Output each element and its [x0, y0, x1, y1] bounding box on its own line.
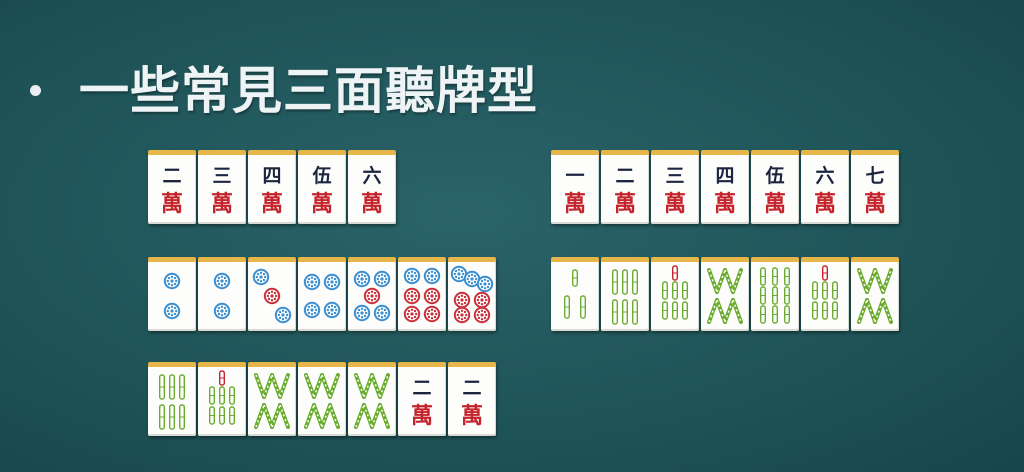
hand-row: 二萬二萬 — [148, 362, 496, 436]
svg-text:伍: 伍 — [311, 164, 331, 187]
tile-sou — [148, 362, 196, 436]
hand-row: 一萬二萬三萬四萬伍萬六萬七萬 — [551, 150, 899, 224]
svg-text:萬: 萬 — [311, 192, 333, 217]
hand-row — [148, 257, 496, 331]
tile-wan: 伍萬 — [751, 150, 799, 224]
svg-text:二: 二 — [615, 165, 634, 187]
tile-sou — [248, 362, 296, 436]
tile-sou — [651, 257, 699, 331]
tile-sou — [198, 362, 246, 436]
svg-text:萬: 萬 — [714, 192, 736, 217]
svg-text:萬: 萬 — [161, 192, 183, 217]
svg-text:六: 六 — [815, 164, 834, 187]
tile-wan: 二萬 — [398, 362, 446, 436]
tile-wan: 三萬 — [651, 150, 699, 224]
svg-text:萬: 萬 — [411, 404, 433, 429]
tile-sou — [601, 257, 649, 331]
svg-text:四: 四 — [715, 165, 734, 187]
hand-row: 二萬三萬四萬伍萬六萬 — [148, 150, 396, 224]
svg-text:萬: 萬 — [864, 192, 886, 217]
tile-pin — [248, 257, 296, 331]
svg-text:四: 四 — [262, 165, 281, 187]
tile-pin — [148, 257, 196, 331]
bullet-point — [30, 84, 41, 96]
svg-text:三: 三 — [665, 165, 684, 187]
tile-pin — [198, 257, 246, 331]
tile-sou — [801, 257, 849, 331]
svg-text:萬: 萬 — [614, 192, 636, 217]
tile-wan: 三萬 — [198, 150, 246, 224]
tile-sou — [751, 257, 799, 331]
svg-text:二: 二 — [162, 165, 181, 187]
tile-pin — [348, 257, 396, 331]
svg-text:萬: 萬 — [261, 192, 283, 217]
tile-sou — [701, 257, 749, 331]
svg-text:萬: 萬 — [814, 192, 836, 217]
tile-sou — [298, 362, 346, 436]
svg-text:七: 七 — [865, 165, 884, 187]
tile-wan: 四萬 — [701, 150, 749, 224]
svg-text:二: 二 — [412, 377, 431, 399]
tile-sou — [348, 362, 396, 436]
tile-wan: 六萬 — [348, 150, 396, 224]
svg-text:萬: 萬 — [461, 404, 483, 429]
tile-pin — [398, 257, 446, 331]
svg-text:一: 一 — [565, 165, 584, 187]
slide-title-row: 一些常見三面聽牌型 — [30, 52, 538, 122]
tile-wan: 四萬 — [248, 150, 296, 224]
tile-sou — [551, 257, 599, 331]
tile-wan: 一萬 — [551, 150, 599, 224]
tile-wan: 二萬 — [448, 362, 496, 436]
svg-text:六: 六 — [362, 164, 381, 187]
svg-text:萬: 萬 — [664, 192, 686, 217]
svg-text:萬: 萬 — [764, 192, 786, 217]
svg-text:萬: 萬 — [564, 192, 586, 217]
slide-title: 一些常見三面聽牌型 — [79, 62, 538, 120]
svg-text:伍: 伍 — [764, 164, 784, 187]
svg-text:三: 三 — [212, 165, 231, 187]
svg-text:萬: 萬 — [361, 192, 383, 217]
hand-row — [551, 257, 899, 331]
tile-wan: 七萬 — [851, 150, 899, 224]
tile-wan: 二萬 — [148, 150, 196, 224]
tile-wan: 伍萬 — [298, 150, 346, 224]
svg-text:二: 二 — [462, 377, 481, 399]
tile-wan: 二萬 — [601, 150, 649, 224]
tile-wan: 六萬 — [801, 150, 849, 224]
tile-pin — [298, 257, 346, 331]
tile-sou — [851, 257, 899, 331]
tile-pin — [448, 257, 496, 331]
svg-text:萬: 萬 — [211, 192, 233, 217]
